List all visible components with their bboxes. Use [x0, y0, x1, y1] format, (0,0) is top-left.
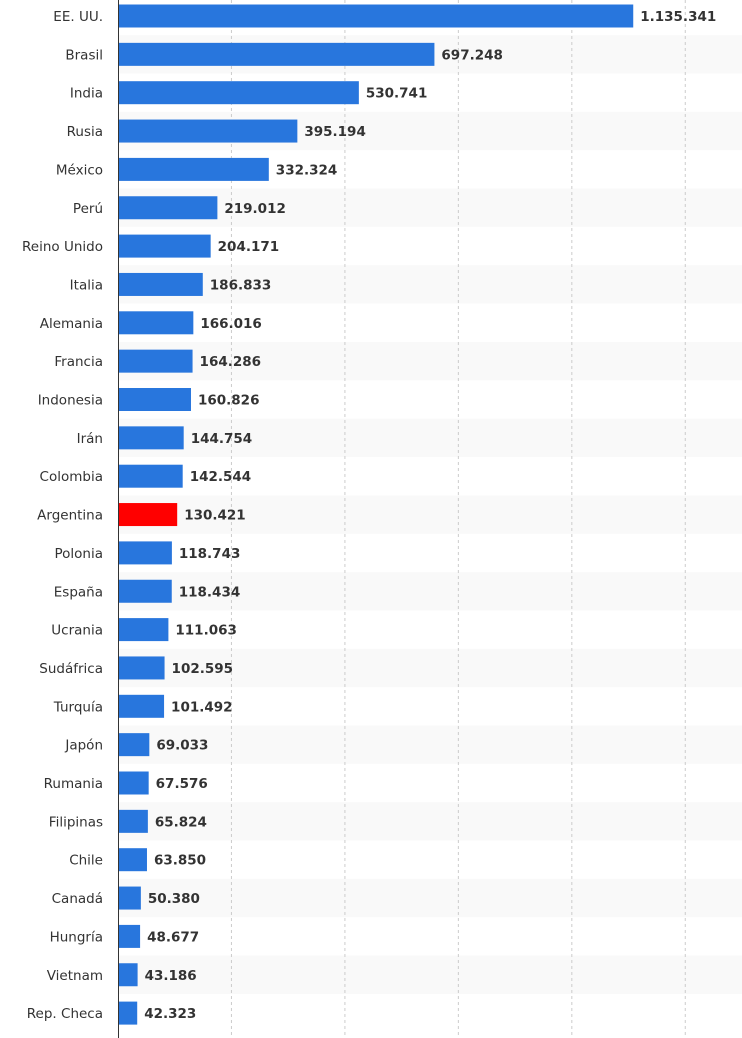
value-label: 63.850: [154, 853, 206, 869]
bar: [118, 541, 172, 565]
value-label: 42.323: [144, 1006, 196, 1022]
value-label: 186.833: [210, 277, 271, 293]
value-label: 395.194: [304, 124, 366, 140]
category-label: Alemania: [40, 316, 103, 332]
category-label: Rusia: [67, 124, 103, 140]
value-label: 142.544: [190, 469, 252, 485]
category-label: España: [54, 584, 103, 600]
row-band: [118, 878, 742, 918]
row-band: [118, 341, 742, 381]
bar: [118, 388, 191, 411]
value-label: 164.286: [200, 354, 262, 370]
value-label: 144.754: [191, 431, 253, 447]
category-label: Rep. Checa: [27, 1006, 103, 1022]
bar: [118, 234, 211, 258]
bar: [118, 1001, 138, 1025]
category-label: Reino Unido: [22, 239, 103, 255]
value-label: 43.186: [145, 968, 197, 984]
category-label: Chile: [69, 853, 103, 869]
value-label: 219.012: [224, 201, 286, 217]
category-label: México: [56, 162, 103, 178]
category-labels: EE. UU. Brasil India Rusia México Perú Reino U…: [22, 9, 103, 1022]
bar: [118, 119, 298, 143]
value-label: 65.824: [155, 814, 207, 830]
category-label: Filipinas: [49, 814, 103, 830]
bar: [118, 4, 634, 28]
category-label: Argentina: [37, 508, 103, 524]
value-label: 160.826: [198, 393, 259, 409]
category-label: Japón: [64, 738, 103, 754]
bar: [118, 848, 147, 872]
row-band: [118, 418, 742, 458]
value-label: 204.171: [218, 239, 280, 255]
category-label: EE. UU.: [53, 9, 103, 25]
category-label: India: [70, 86, 103, 102]
category-label: Italia: [70, 277, 103, 293]
row-bands: [118, 35, 742, 994]
bar: [118, 924, 141, 948]
category-label: Indonesia: [38, 393, 103, 409]
grid-lines: [230, 0, 686, 1038]
bars: [118, 4, 634, 1025]
category-label: Canadá: [52, 891, 103, 907]
bar: [118, 349, 193, 373]
bar: [118, 426, 184, 450]
value-label: 67.576: [156, 776, 208, 792]
category-label: Hungría: [50, 929, 103, 945]
bar: [118, 81, 359, 105]
bar: [118, 157, 269, 181]
category-label: Vietnam: [47, 968, 103, 984]
value-label: 111.063: [175, 623, 237, 639]
value-label: 130.421: [184, 508, 246, 524]
bar: [118, 733, 150, 757]
row-band: [118, 265, 742, 304]
value-label: 530.741: [366, 86, 428, 102]
row-band: [118, 188, 742, 227]
bar: [118, 311, 194, 335]
category-label: Polonia: [54, 546, 103, 562]
value-label: 332.324: [276, 162, 338, 178]
bar: [118, 771, 149, 795]
value-label: 118.743: [179, 546, 241, 562]
value-label: 697.248: [441, 47, 503, 63]
value-label: 48.677: [147, 929, 199, 945]
bar: [118, 618, 169, 642]
bar: [118, 809, 148, 833]
row-band: [118, 725, 742, 764]
bar: [118, 656, 165, 680]
category-label: Turquía: [53, 699, 103, 715]
category-label: Rumania: [44, 776, 103, 792]
value-label: 1.135.341: [640, 9, 716, 25]
category-label: Sudáfrica: [39, 661, 103, 677]
category-label: Ucrania: [51, 623, 103, 639]
row-band: [118, 572, 742, 611]
bar: [118, 579, 172, 603]
row-band: [118, 648, 742, 688]
bar-highlight: [118, 503, 178, 527]
category-label: Irán: [77, 431, 103, 447]
category-label: Brasil: [65, 47, 103, 63]
bar: [118, 42, 435, 66]
value-label: 166.016: [200, 316, 262, 332]
value-label: 50.380: [148, 891, 200, 907]
row-band: [118, 802, 742, 841]
category-label: Colombia: [40, 469, 103, 485]
value-label: 118.434: [179, 584, 241, 600]
bar: [118, 272, 203, 296]
bar: [118, 464, 183, 488]
row-band: [118, 495, 742, 534]
value-labels: 1.135.341 697.248 530.741 395.194 332.324 219…: [144, 9, 716, 1022]
bar: [118, 886, 141, 910]
value-label: 69.033: [156, 738, 208, 754]
value-label: 101.492: [171, 699, 233, 715]
row-band: [118, 955, 742, 994]
value-label: 102.595: [172, 661, 234, 677]
bar: [118, 963, 138, 987]
category-label: Francia: [54, 354, 103, 370]
category-label: Perú: [73, 201, 103, 217]
bar: [118, 196, 218, 220]
bar: [118, 694, 165, 718]
